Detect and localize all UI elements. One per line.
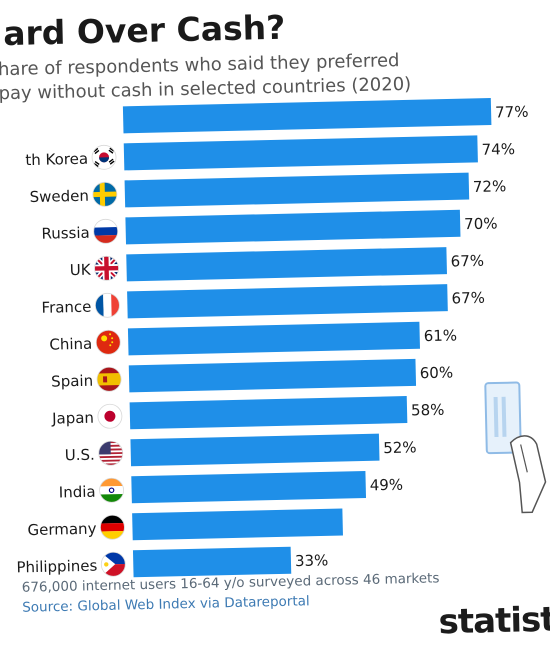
value-label-6: 61% [424, 326, 458, 345]
category-label-7: Spain [51, 372, 93, 391]
category-label-3: Russia [41, 224, 90, 243]
card-hand-icon [484, 381, 547, 514]
category-label-1: th Korea [25, 150, 88, 169]
bar-3 [125, 209, 461, 245]
bar-1 [123, 135, 478, 171]
india-flag-icon [99, 477, 124, 503]
south-korea-flag-icon [91, 144, 117, 170]
philippines-flag-icon [100, 551, 126, 577]
uk-flag-icon [94, 255, 119, 281]
category-label-9: U.S. [65, 446, 95, 465]
bar-11 [132, 508, 343, 541]
sweden-flag-icon [92, 181, 118, 207]
bar-4 [126, 247, 447, 282]
value-label-5: 67% [451, 289, 485, 308]
value-label-4: 67% [450, 252, 484, 271]
value-label-1: 74% [481, 140, 515, 159]
category-label-4: UK [70, 261, 92, 279]
category-label-11: Germany [27, 520, 96, 540]
value-label-9: 52% [383, 438, 417, 457]
category-label-12: Philippines [16, 557, 97, 577]
value-label-3: 70% [464, 214, 498, 233]
bar-7 [128, 358, 417, 393]
statista-logo: statista [438, 599, 550, 643]
value-label-10: 49% [370, 476, 404, 495]
bar-2 [124, 172, 470, 208]
category-label-5: France [41, 298, 91, 317]
germany-flag-icon [100, 514, 125, 540]
japan-flag-icon [97, 403, 123, 429]
value-label-8: 58% [411, 401, 445, 420]
category-label-8: Japan [51, 409, 94, 428]
bar-5 [127, 284, 448, 319]
value-label-12: 33% [295, 551, 329, 570]
bar-6 [127, 321, 420, 356]
france-flag-icon [94, 292, 120, 318]
bar-8 [129, 396, 408, 430]
value-label-2: 72% [473, 177, 507, 196]
category-label-2: Sweden [29, 187, 89, 206]
bar-0 [122, 98, 492, 134]
value-label-0: 77% [495, 103, 529, 122]
china-flag-icon [95, 329, 121, 355]
category-label-10: India [59, 483, 96, 502]
spain-flag-icon [96, 366, 122, 392]
us-flag-icon [98, 440, 124, 466]
bar-12 [132, 546, 292, 578]
value-label-7: 60% [420, 363, 454, 382]
bar-9 [130, 433, 380, 467]
russia-flag-icon [93, 218, 119, 244]
category-label-6: China [49, 335, 92, 354]
bar-10 [131, 470, 367, 504]
